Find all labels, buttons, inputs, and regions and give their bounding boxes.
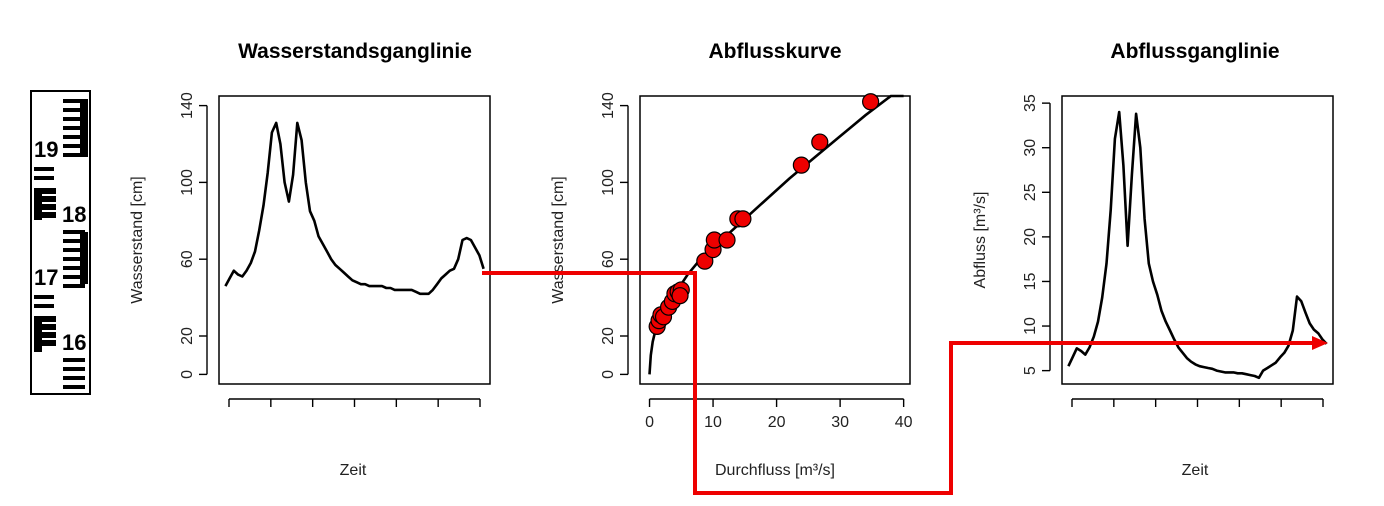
gauge-bar [63, 376, 85, 380]
x-tick-label: 30 [831, 414, 849, 431]
conversion-path [482, 271, 1328, 495]
y-axis-label-2: Wasserstand [cm] [550, 176, 567, 303]
data-point [792, 156, 810, 174]
y-tick-label: 0 [600, 370, 617, 379]
axes-2: 0 20 60 100 140 0 10 20 30 40 [600, 92, 913, 431]
measurement-points [648, 93, 880, 335]
gauge-bar [63, 266, 85, 270]
y-tick-label: 20 [179, 327, 196, 345]
y-tick-label: 140 [600, 92, 617, 119]
gauge-bar [34, 332, 56, 338]
axes-3: 5 10 15 20 25 30 35 [1022, 94, 1334, 407]
gauge-bar [34, 204, 56, 210]
x-axis-label-3: Zeit [1182, 462, 1209, 479]
gauge-bar [34, 324, 56, 330]
staff-gauge-markings [34, 99, 88, 389]
gauge-bar [34, 295, 54, 299]
gauge-label-16: 16 [62, 330, 86, 355]
gauge-bar [63, 239, 85, 243]
x-axis-label-1: Zeit [340, 462, 367, 479]
gauge-bar [63, 117, 85, 121]
y-axis-label-1: Wasserstand [cm] [129, 176, 146, 303]
gauge-label-17: 17 [34, 265, 58, 290]
y-tick-label: 35 [1022, 94, 1039, 112]
y-tick-label: 20 [1022, 228, 1039, 246]
x-tick-label: 40 [895, 414, 913, 431]
x-axis-label-2: Durchfluss [m³/s] [715, 462, 835, 479]
panel-abflusskurve: Abflusskurve Durchfluss [m³/s] Wassersta… [550, 40, 913, 479]
rating-curve-line [648, 94, 904, 375]
gauge-bar [34, 316, 42, 352]
y-tick-label: 10 [1022, 317, 1039, 335]
panel-wasserstandsganglinie: Wasserstandsganglinie Zeit Wasserstand [… [129, 40, 491, 479]
gauge-bar [63, 99, 85, 103]
y-tick-label: 60 [600, 250, 617, 268]
gauge-bar [63, 248, 85, 252]
gauge-bar [80, 99, 88, 157]
data-point [718, 231, 736, 249]
x-tick-label: 20 [768, 414, 786, 431]
gauge-label-19: 19 [34, 137, 58, 162]
gauge-bar [80, 232, 88, 284]
gauge-bar [63, 358, 85, 362]
y-tick-label: 100 [179, 169, 196, 196]
gauge-bar [63, 275, 85, 279]
gauge-bar [63, 108, 85, 112]
gauge-bar [63, 126, 85, 130]
gauge-bar [63, 153, 85, 157]
gauge-bar [63, 135, 85, 139]
gauge-bar [34, 176, 54, 180]
gauge-bar [34, 212, 56, 218]
series-line-abfluss [1067, 110, 1328, 380]
data-point [734, 210, 752, 228]
gauge-bar [63, 284, 85, 288]
axes-1: 0 20 60 100 140 [179, 92, 491, 407]
gauge-bar [63, 230, 85, 234]
plot-frame [1061, 95, 1334, 385]
y-tick-label: 25 [1022, 183, 1039, 201]
data-point [671, 287, 689, 305]
gauge-bar [34, 188, 56, 194]
y-tick-label: 15 [1022, 272, 1039, 290]
plot-frame [218, 95, 491, 385]
gauge-bar [63, 144, 85, 148]
red-arrowhead-icon [1312, 336, 1328, 350]
gauge-bar [34, 190, 42, 220]
data-point [862, 93, 880, 111]
y-tick-label: 5 [1022, 366, 1039, 375]
x-tick-label: 10 [704, 414, 722, 431]
gauge-bar [63, 385, 85, 389]
panel-abflussganglinie: Abflussganglinie Zeit Abfluss [m³/s] 5 10… [972, 40, 1334, 479]
y-tick-label: 100 [600, 169, 617, 196]
x-tick-label: 0 [645, 414, 654, 431]
gauge-bar [63, 367, 85, 371]
data-point [811, 133, 829, 151]
staff-gauge: 19 18 17 16 [30, 90, 91, 395]
y-axis-label-3: Abfluss [m³/s] [972, 192, 989, 289]
gauge-bar [34, 196, 56, 202]
plot-frame [639, 95, 911, 385]
chart-title-2: Abflusskurve [708, 40, 841, 63]
chart-title-3: Abflussganglinie [1110, 40, 1279, 63]
y-tick-label: 140 [179, 92, 196, 119]
chart-title-1: Wasserstandsganglinie [238, 40, 472, 63]
gauge-bar [34, 340, 56, 346]
gauge-bar [34, 167, 54, 171]
y-tick-label: 60 [179, 250, 196, 268]
red-connector-wasserstand-to-curve [482, 271, 1318, 495]
data-point [696, 252, 714, 270]
gauge-bar [63, 257, 85, 261]
series-line-wasserstand [224, 121, 485, 296]
y-tick-label: 20 [600, 327, 617, 345]
gauge-bar [34, 304, 54, 308]
gauge-label-18: 18 [62, 202, 86, 227]
gauge-bar [34, 316, 56, 322]
y-tick-label: 30 [1022, 139, 1039, 157]
y-tick-label: 0 [179, 370, 196, 379]
